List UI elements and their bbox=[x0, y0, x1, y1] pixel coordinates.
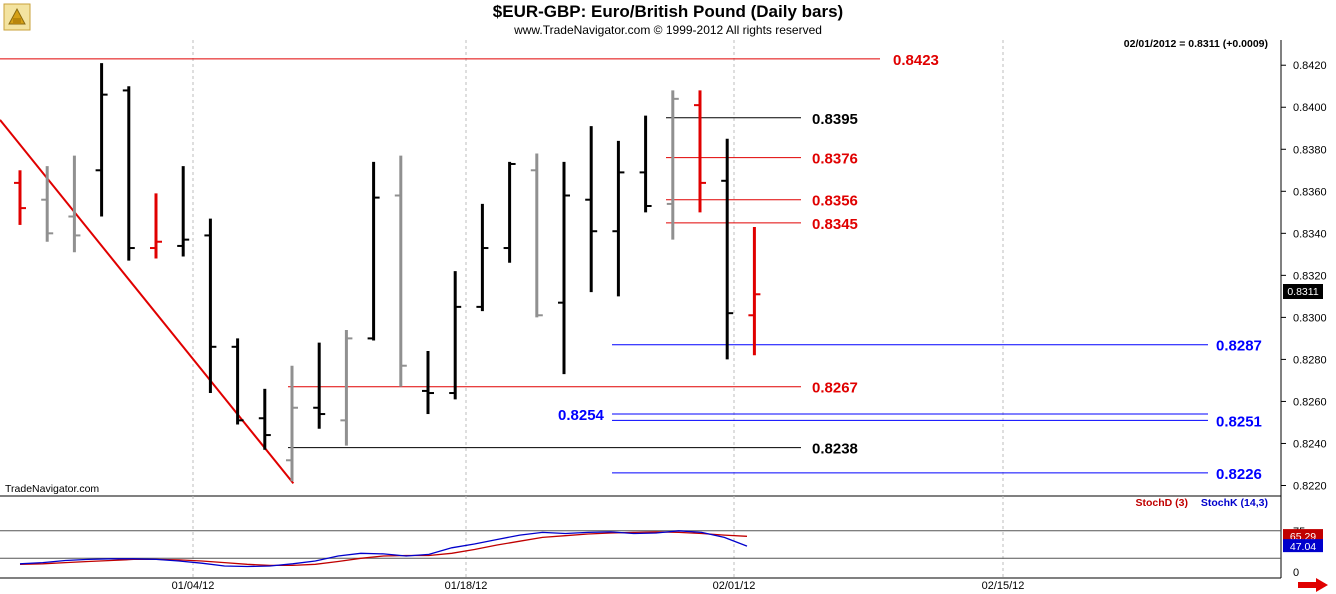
watermark: TradeNavigator.com bbox=[5, 483, 99, 495]
y-tick-label: 0.8220 bbox=[1293, 480, 1327, 492]
ohlc-bars bbox=[14, 63, 761, 482]
last-price-tag bbox=[1283, 284, 1323, 299]
y-tick-label: 0.8360 bbox=[1293, 186, 1327, 198]
price-axis-ticks: 0.8420 0.8400 0.8380 0.8360 0.8340 0.8320 0.83… bbox=[1293, 60, 1327, 492]
stochk-value-label: 47.04 bbox=[1290, 541, 1316, 553]
level-label: 0.8267 bbox=[812, 380, 858, 397]
price-readout: 02/01/2012 = 0.8311 (+0.0009) bbox=[1124, 38, 1268, 50]
horizontal-gridlines bbox=[1281, 64, 1286, 486]
x-tick-label: 02/15/12 bbox=[982, 580, 1025, 592]
y-tick-label: 0.8400 bbox=[1293, 102, 1327, 114]
trendline-segment bbox=[0, 119, 295, 485]
level-label: 0.8287 bbox=[1216, 338, 1262, 355]
y-tick-label: 0.8420 bbox=[1293, 60, 1327, 72]
y-tick-label: 0.8320 bbox=[1293, 270, 1327, 282]
level-label: 0.8395 bbox=[812, 111, 858, 128]
chart-subtitle: www.TradeNavigator.com © 1999-2012 All r… bbox=[513, 23, 822, 37]
x-tick-label: 01/04/12 bbox=[172, 580, 215, 592]
trade-navigator-logo-icon[interactable] bbox=[3, 3, 31, 31]
stochk-line bbox=[19, 530, 748, 568]
stochd-value-tag bbox=[1283, 529, 1323, 543]
price-panel bbox=[0, 40, 1281, 496]
chart-title: $EUR-GBP: Euro/British Pound (Daily bars… bbox=[493, 2, 843, 21]
y-tick-label: 0.8240 bbox=[1293, 438, 1327, 450]
y-tick-label: 0.8300 bbox=[1293, 312, 1327, 324]
level-label: 0.8226 bbox=[1216, 466, 1262, 483]
stochd-line bbox=[19, 531, 748, 567]
stochk-legend: StochK (14,3) bbox=[1201, 497, 1268, 509]
date-axis-ticks: 01/04/12 01/18/12 02/01/12 02/15/12 bbox=[172, 580, 1025, 592]
level-label: 0.8254 bbox=[558, 407, 605, 424]
y-tick-label: 0.8280 bbox=[1293, 354, 1327, 366]
trendline bbox=[0, 119, 295, 485]
level-label: 0.8356 bbox=[812, 193, 858, 210]
scroll-right-arrow-icon[interactable] bbox=[1298, 578, 1328, 592]
level-label: 0.8345 bbox=[812, 216, 858, 233]
level-label: 0.8423 bbox=[893, 52, 939, 69]
y-tick-label: 0.8380 bbox=[1293, 144, 1327, 156]
last-price-label: 0.8311 bbox=[1287, 286, 1318, 298]
level-label: 0.8251 bbox=[1216, 413, 1262, 430]
y-tick-label: 0.8340 bbox=[1293, 228, 1327, 240]
x-tick-label: 01/18/12 bbox=[445, 580, 488, 592]
y-tick-label: 0.8260 bbox=[1293, 396, 1327, 408]
stochk-value-tag bbox=[1283, 539, 1323, 553]
stoch-y-tick: 0 bbox=[1293, 567, 1299, 579]
level-label: 0.8376 bbox=[812, 151, 858, 168]
x-tick-label: 02/01/12 bbox=[713, 580, 756, 592]
support-resistance-levels: 0.8423 0.8395 0.8376 0.8356 0.8345 0.8287 0.82… bbox=[0, 52, 1262, 483]
level-label: 0.8238 bbox=[812, 441, 858, 458]
stochd-legend: StochD (3) bbox=[1136, 497, 1189, 509]
